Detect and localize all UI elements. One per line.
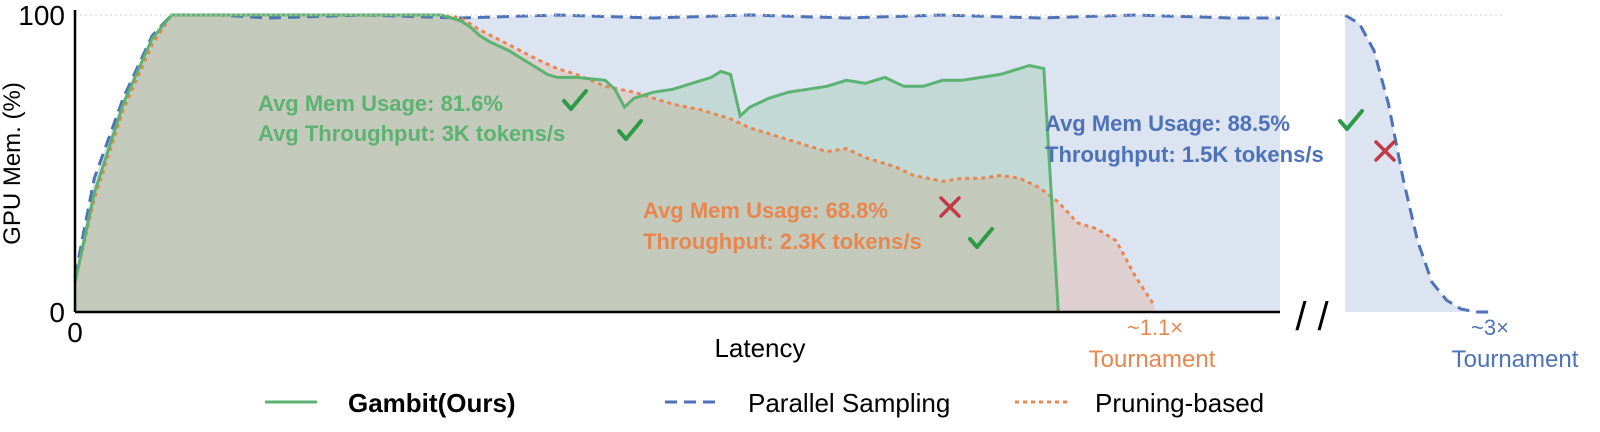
check-icon	[1338, 109, 1364, 131]
parallel-area	[75, 15, 1280, 312]
legend: Gambit(Ours) Parallel Sampling Pruning-bas…	[265, 388, 1264, 418]
x-marker-value: ~3×	[1471, 315, 1509, 340]
annotation-text: Avg Throughput: 3K tokens/s	[258, 121, 565, 146]
annotation-text: Avg Mem Usage: 88.5%	[1045, 111, 1290, 136]
cross-icon	[939, 196, 961, 218]
legend-item: Pruning-based	[1015, 388, 1264, 418]
check-icon	[968, 227, 994, 249]
x-marker-name: Tournament	[1452, 346, 1579, 373]
annotation-text: Throughput: 2.3K tokens/s	[643, 229, 922, 254]
axes: 0 100 0 GPU Mem. (%) Latency / / ~1.1× Tourname…	[0, 0, 1579, 373]
annotation-text: Avg Mem Usage: 68.8%	[643, 198, 888, 223]
parallel-tail-line	[1344, 13, 1490, 314]
x-marker-value: ~1.1×	[1127, 315, 1183, 340]
y-tick-label: 0	[49, 297, 65, 328]
legend-label: Pruning-based	[1095, 388, 1264, 418]
y-axis-label: GPU Mem. (%)	[0, 82, 26, 245]
pruning-area	[75, 15, 1155, 312]
annotation-text: Avg Mem Usage: 81.6%	[258, 91, 503, 116]
x-axis-label: Latency	[714, 333, 805, 363]
legend-label: Gambit(Ours)	[348, 388, 516, 418]
cross-icon	[1374, 140, 1396, 162]
legend-item: Gambit(Ours)	[265, 388, 516, 418]
parallel-line	[73, 13, 1280, 277]
annotation-text: Throughput: 1.5K tokens/s	[1045, 142, 1324, 167]
x-marker-name: Tournament	[1089, 346, 1216, 373]
axis-break-mark: / /	[1295, 295, 1329, 339]
y-tick-label: 100	[18, 0, 65, 31]
annotations: Avg Mem Usage: 81.6% Avg Throughput: 3K t…	[258, 89, 1396, 254]
legend-label: Parallel Sampling	[748, 388, 950, 418]
legend-item: Parallel Sampling	[665, 388, 950, 418]
pruning-line	[73, 13, 1156, 307]
x-tick-label: 0	[67, 317, 83, 348]
parallel-tail-area	[1345, 15, 1490, 312]
check-icon	[617, 119, 643, 141]
check-icon	[562, 89, 588, 111]
